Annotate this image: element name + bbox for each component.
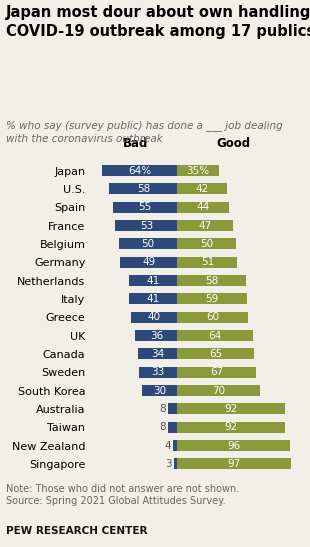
Bar xyxy=(178,422,286,433)
Bar xyxy=(113,202,178,213)
Text: 53: 53 xyxy=(140,220,153,231)
Bar xyxy=(131,312,178,323)
Text: 58: 58 xyxy=(205,276,218,286)
Bar xyxy=(173,440,178,451)
Text: 8: 8 xyxy=(160,422,166,432)
Text: 51: 51 xyxy=(201,257,214,267)
Bar xyxy=(178,202,229,213)
Text: 34: 34 xyxy=(151,349,164,359)
Text: 65: 65 xyxy=(209,349,222,359)
Bar xyxy=(178,440,290,451)
Text: 50: 50 xyxy=(142,239,155,249)
Bar xyxy=(119,238,178,249)
Text: 49: 49 xyxy=(142,257,155,267)
Bar xyxy=(178,348,254,359)
Bar xyxy=(178,165,219,176)
Bar xyxy=(178,257,237,267)
Text: 96: 96 xyxy=(227,441,241,451)
Text: 92: 92 xyxy=(225,422,238,432)
Bar xyxy=(174,458,178,469)
Bar xyxy=(135,330,178,341)
Text: 8: 8 xyxy=(160,404,166,414)
Text: 60: 60 xyxy=(206,312,219,322)
Bar xyxy=(129,275,178,286)
Text: 40: 40 xyxy=(148,312,161,322)
Text: 44: 44 xyxy=(197,202,210,212)
Bar xyxy=(139,367,178,378)
Bar xyxy=(168,422,178,433)
Text: 70: 70 xyxy=(212,386,225,395)
Text: 58: 58 xyxy=(137,184,150,194)
Text: 59: 59 xyxy=(206,294,219,304)
Text: 3: 3 xyxy=(166,459,172,469)
Text: Japan most dour about own handling of
COVID-19 outbreak among 17 publics: Japan most dour about own handling of CO… xyxy=(6,5,310,39)
Text: 30: 30 xyxy=(153,386,166,395)
Text: 41: 41 xyxy=(147,294,160,304)
Text: 41: 41 xyxy=(147,276,160,286)
Text: 50: 50 xyxy=(200,239,213,249)
Text: Bad: Bad xyxy=(122,137,148,150)
Text: 4: 4 xyxy=(164,441,171,451)
Text: 36: 36 xyxy=(150,330,163,341)
Text: 92: 92 xyxy=(225,404,238,414)
Bar xyxy=(120,257,178,267)
Bar xyxy=(178,183,227,194)
Bar xyxy=(168,404,178,415)
Bar xyxy=(178,293,247,305)
Text: 64: 64 xyxy=(208,330,222,341)
Text: Note: Those who did not answer are not shown.
Source: Spring 2021 Global Attitud: Note: Those who did not answer are not s… xyxy=(6,484,239,507)
Text: 33: 33 xyxy=(152,367,165,377)
Text: 35%: 35% xyxy=(186,166,210,176)
Text: PEW RESEARCH CENTER: PEW RESEARCH CENTER xyxy=(6,526,148,536)
Bar xyxy=(129,293,178,305)
Text: % who say (survey public) has done a ___ job dealing
with the coronavirus outbre: % who say (survey public) has done a ___… xyxy=(6,120,283,144)
Text: 64%: 64% xyxy=(128,166,152,176)
Bar xyxy=(178,367,256,378)
Bar xyxy=(178,238,236,249)
Text: 55: 55 xyxy=(139,202,152,212)
Bar xyxy=(178,458,291,469)
Bar xyxy=(178,220,232,231)
Bar xyxy=(178,385,260,396)
Text: 47: 47 xyxy=(198,220,212,231)
Bar xyxy=(178,404,286,415)
Text: Good: Good xyxy=(217,137,251,150)
Bar xyxy=(178,312,248,323)
Bar xyxy=(115,220,178,231)
Bar xyxy=(142,385,178,396)
Text: 97: 97 xyxy=(228,459,241,469)
Text: 67: 67 xyxy=(210,367,224,377)
Bar xyxy=(109,183,178,194)
Bar xyxy=(178,330,253,341)
Bar xyxy=(178,275,246,286)
Bar xyxy=(138,348,178,359)
Bar xyxy=(102,165,178,176)
Text: 42: 42 xyxy=(196,184,209,194)
